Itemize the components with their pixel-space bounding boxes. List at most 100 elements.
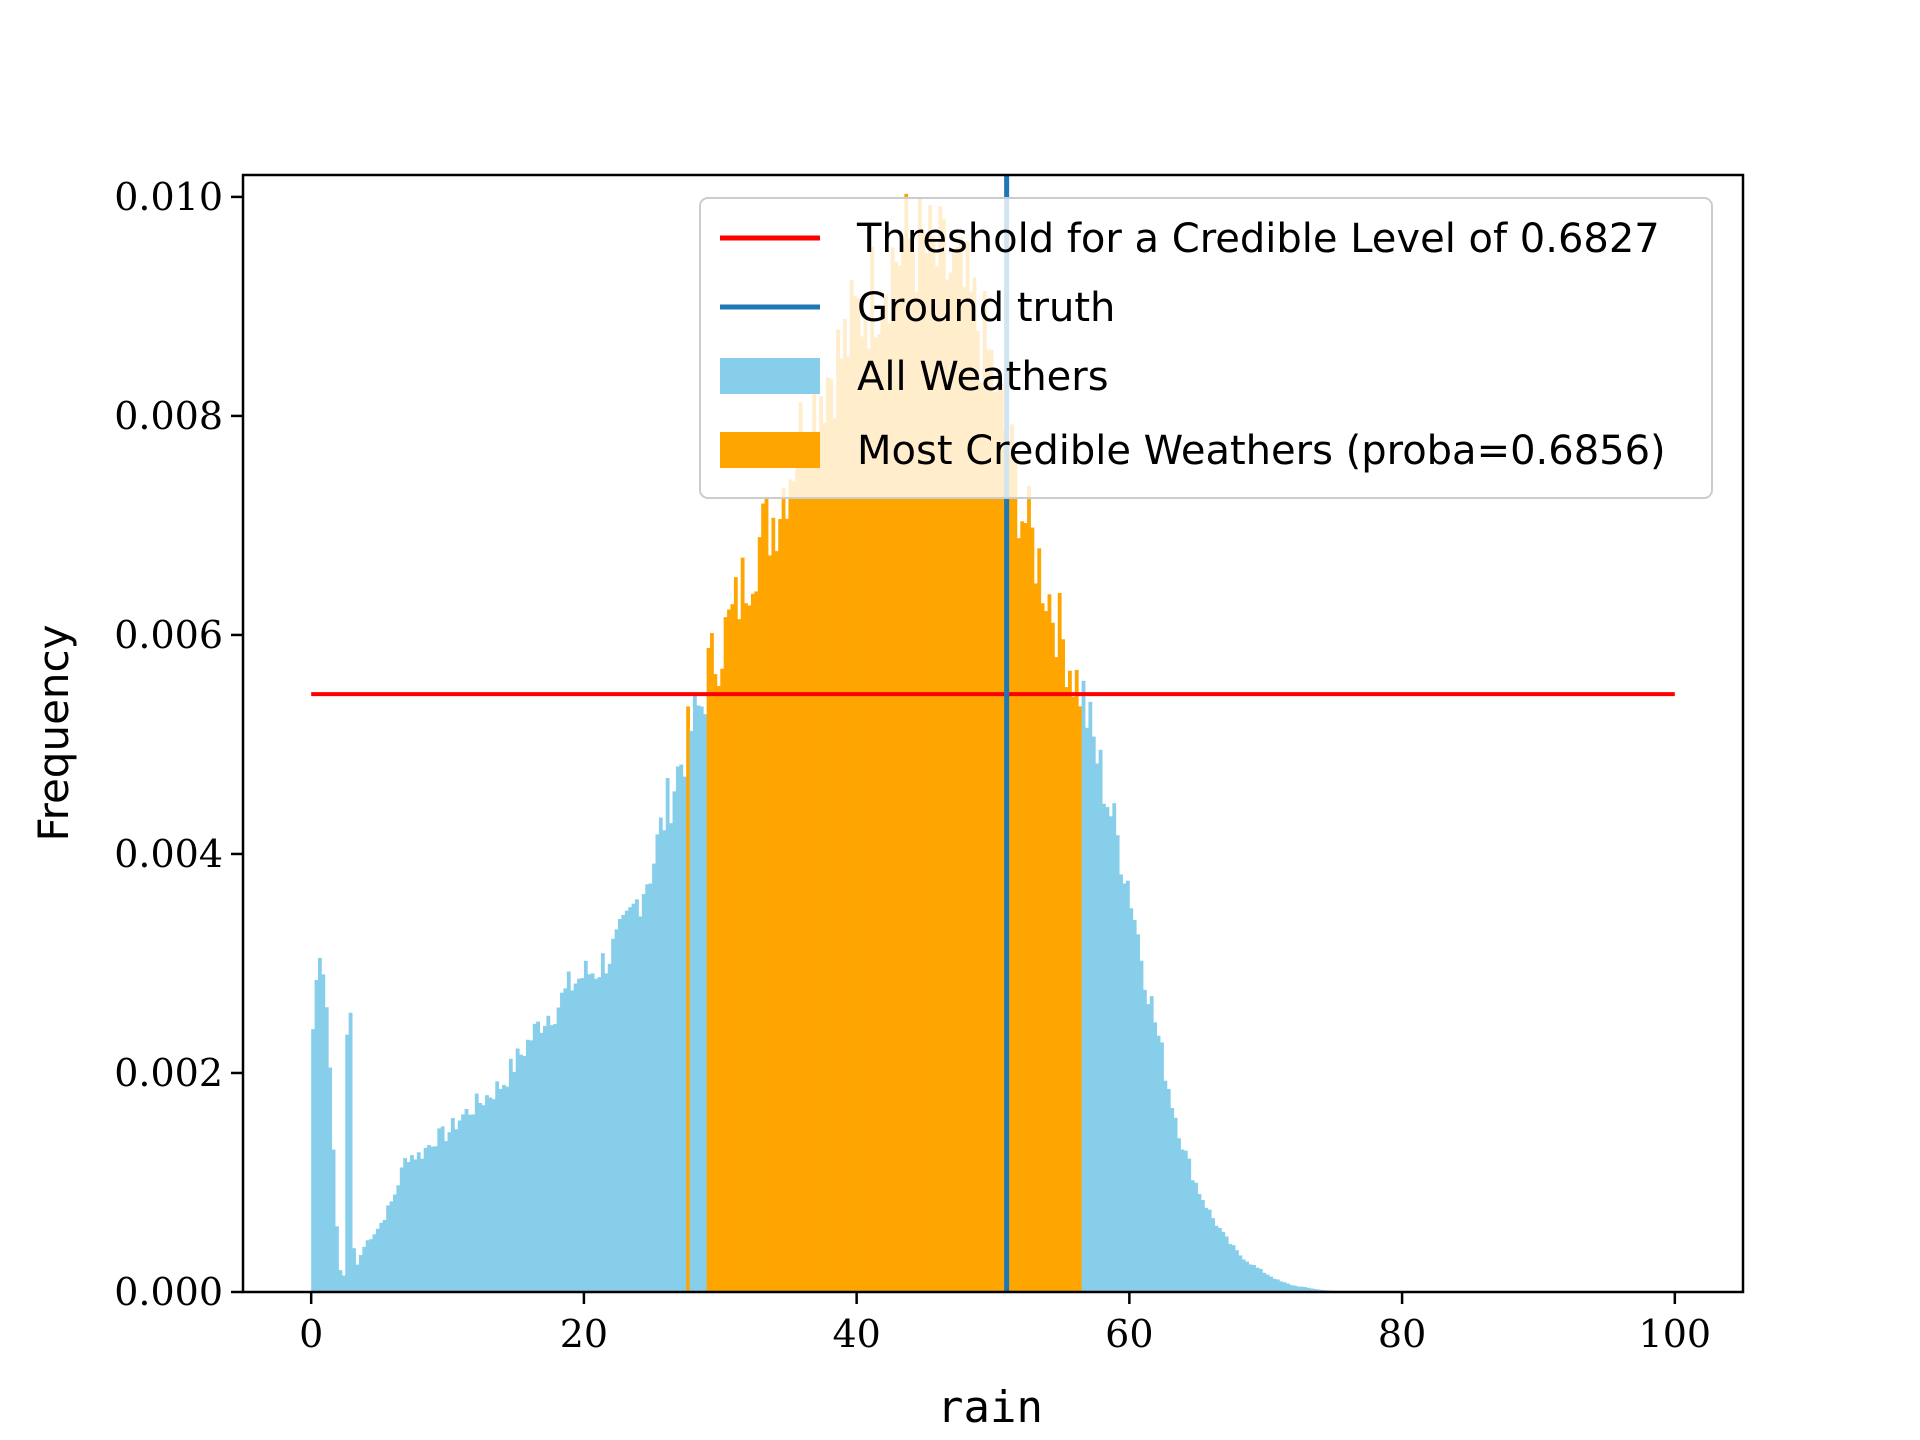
histogram-bar [318,958,322,1292]
credible-bar [860,336,864,1292]
histogram-bar [440,1126,445,1292]
credible-bar [890,247,895,1293]
histogram-bar [1224,1236,1229,1292]
histogram-bar [331,1149,336,1292]
credible-bar [900,242,905,1292]
histogram-bar [635,899,639,1292]
credible-bar [982,291,987,1292]
credible-bar [928,205,933,1293]
histogram-bar [393,1194,397,1292]
histogram-bar [1299,1286,1304,1292]
credible-bar [873,337,878,1292]
histogram-bar [611,938,615,1292]
credible-bar [754,591,759,1292]
histogram-bar [522,1056,527,1292]
histogram-bar [652,863,656,1292]
histogram-bar [338,1270,343,1292]
histogram-bar [600,953,605,1292]
histogram-bar [1272,1278,1277,1292]
histogram-bar [556,1007,561,1292]
credible-bar [815,435,820,1292]
y-tick-label: 0.000 [114,1270,223,1314]
histogram-bar [580,978,585,1292]
histogram-bar [590,973,595,1292]
histogram-bar [1081,680,1086,1292]
credible-bar [713,674,718,1292]
x-tick-label: 20 [560,1312,608,1356]
credible-bar [921,230,926,1292]
credible-bar [737,619,742,1292]
histogram-bar [311,1029,315,1292]
histogram-bar [539,1032,544,1292]
credible-bar [1010,424,1014,1292]
credible-bar [914,292,919,1292]
credible-bar [791,481,796,1292]
credible-bar [723,617,728,1292]
histogram-bar [1269,1276,1273,1292]
credible-bar [1030,527,1035,1292]
credible-bar [986,349,990,1292]
credible-bar [948,272,953,1293]
credible-bar [1061,639,1065,1292]
histogram-bar [321,974,326,1292]
histogram-bar [536,1021,540,1292]
credible-bar [716,685,721,1292]
x-tick-label: 40 [832,1312,880,1356]
histogram-bar [543,1025,547,1292]
credible-bar [1033,583,1038,1292]
histogram-bar [1132,919,1137,1292]
histogram-bar [621,914,626,1292]
histogram-bar [665,777,670,1292]
legend-label: Threshold for a Credible Level of 0.6827 [856,216,1660,262]
histogram-bar [1204,1207,1209,1292]
credible-bar [993,392,997,1293]
histogram-bar [597,977,602,1292]
credible-bar [1078,706,1083,1292]
credible-bar [733,577,738,1292]
y-tick-label: 0.004 [114,832,223,876]
histogram-bar [607,963,612,1292]
histogram-bar [594,978,598,1292]
legend-label: Ground truth [857,285,1115,331]
histogram-bar [679,764,684,1292]
credible-bar [935,266,939,1292]
histogram-bar [502,1084,506,1292]
histogram-bar [403,1158,408,1292]
histogram-bar [372,1234,377,1292]
histogram-bar [1139,960,1144,1292]
credible-bar [907,238,912,1292]
credible-bar [798,402,803,1292]
histogram-bar [1235,1250,1239,1292]
credible-bar [941,219,946,1293]
histogram-bar [1173,1117,1178,1292]
credible-bar [802,460,806,1292]
histogram-bar [355,1264,360,1292]
histogram-bar [699,706,704,1292]
credible-bar [866,348,871,1292]
histogram-bar [658,817,663,1292]
histogram-bar [655,834,660,1292]
credible-bar [1013,457,1018,1292]
histogram-bar [1190,1180,1195,1292]
credible-bar [1023,523,1028,1292]
histogram-bar [1279,1281,1284,1292]
histogram-bar [1153,1022,1158,1292]
credible-bar [720,668,725,1292]
histogram-bar [1194,1182,1198,1292]
histogram-bar [1296,1286,1301,1292]
credible-bar [774,551,779,1292]
histogram-bar [1282,1282,1287,1292]
credible-bar [1057,592,1062,1292]
credible-bar [962,287,967,1292]
legend-patch-swatch [720,358,820,394]
histogram-bar [345,1034,350,1292]
histogram-bar [495,1081,500,1292]
histogram-bar [324,1007,329,1292]
credible-bar [1074,669,1079,1292]
histogram-bar [532,1023,537,1292]
legend-box [699,197,1713,499]
histogram-bar [413,1159,418,1292]
histogram-bar [1214,1225,1219,1292]
credible-bar [1050,622,1055,1292]
histogram-bar [375,1228,380,1292]
